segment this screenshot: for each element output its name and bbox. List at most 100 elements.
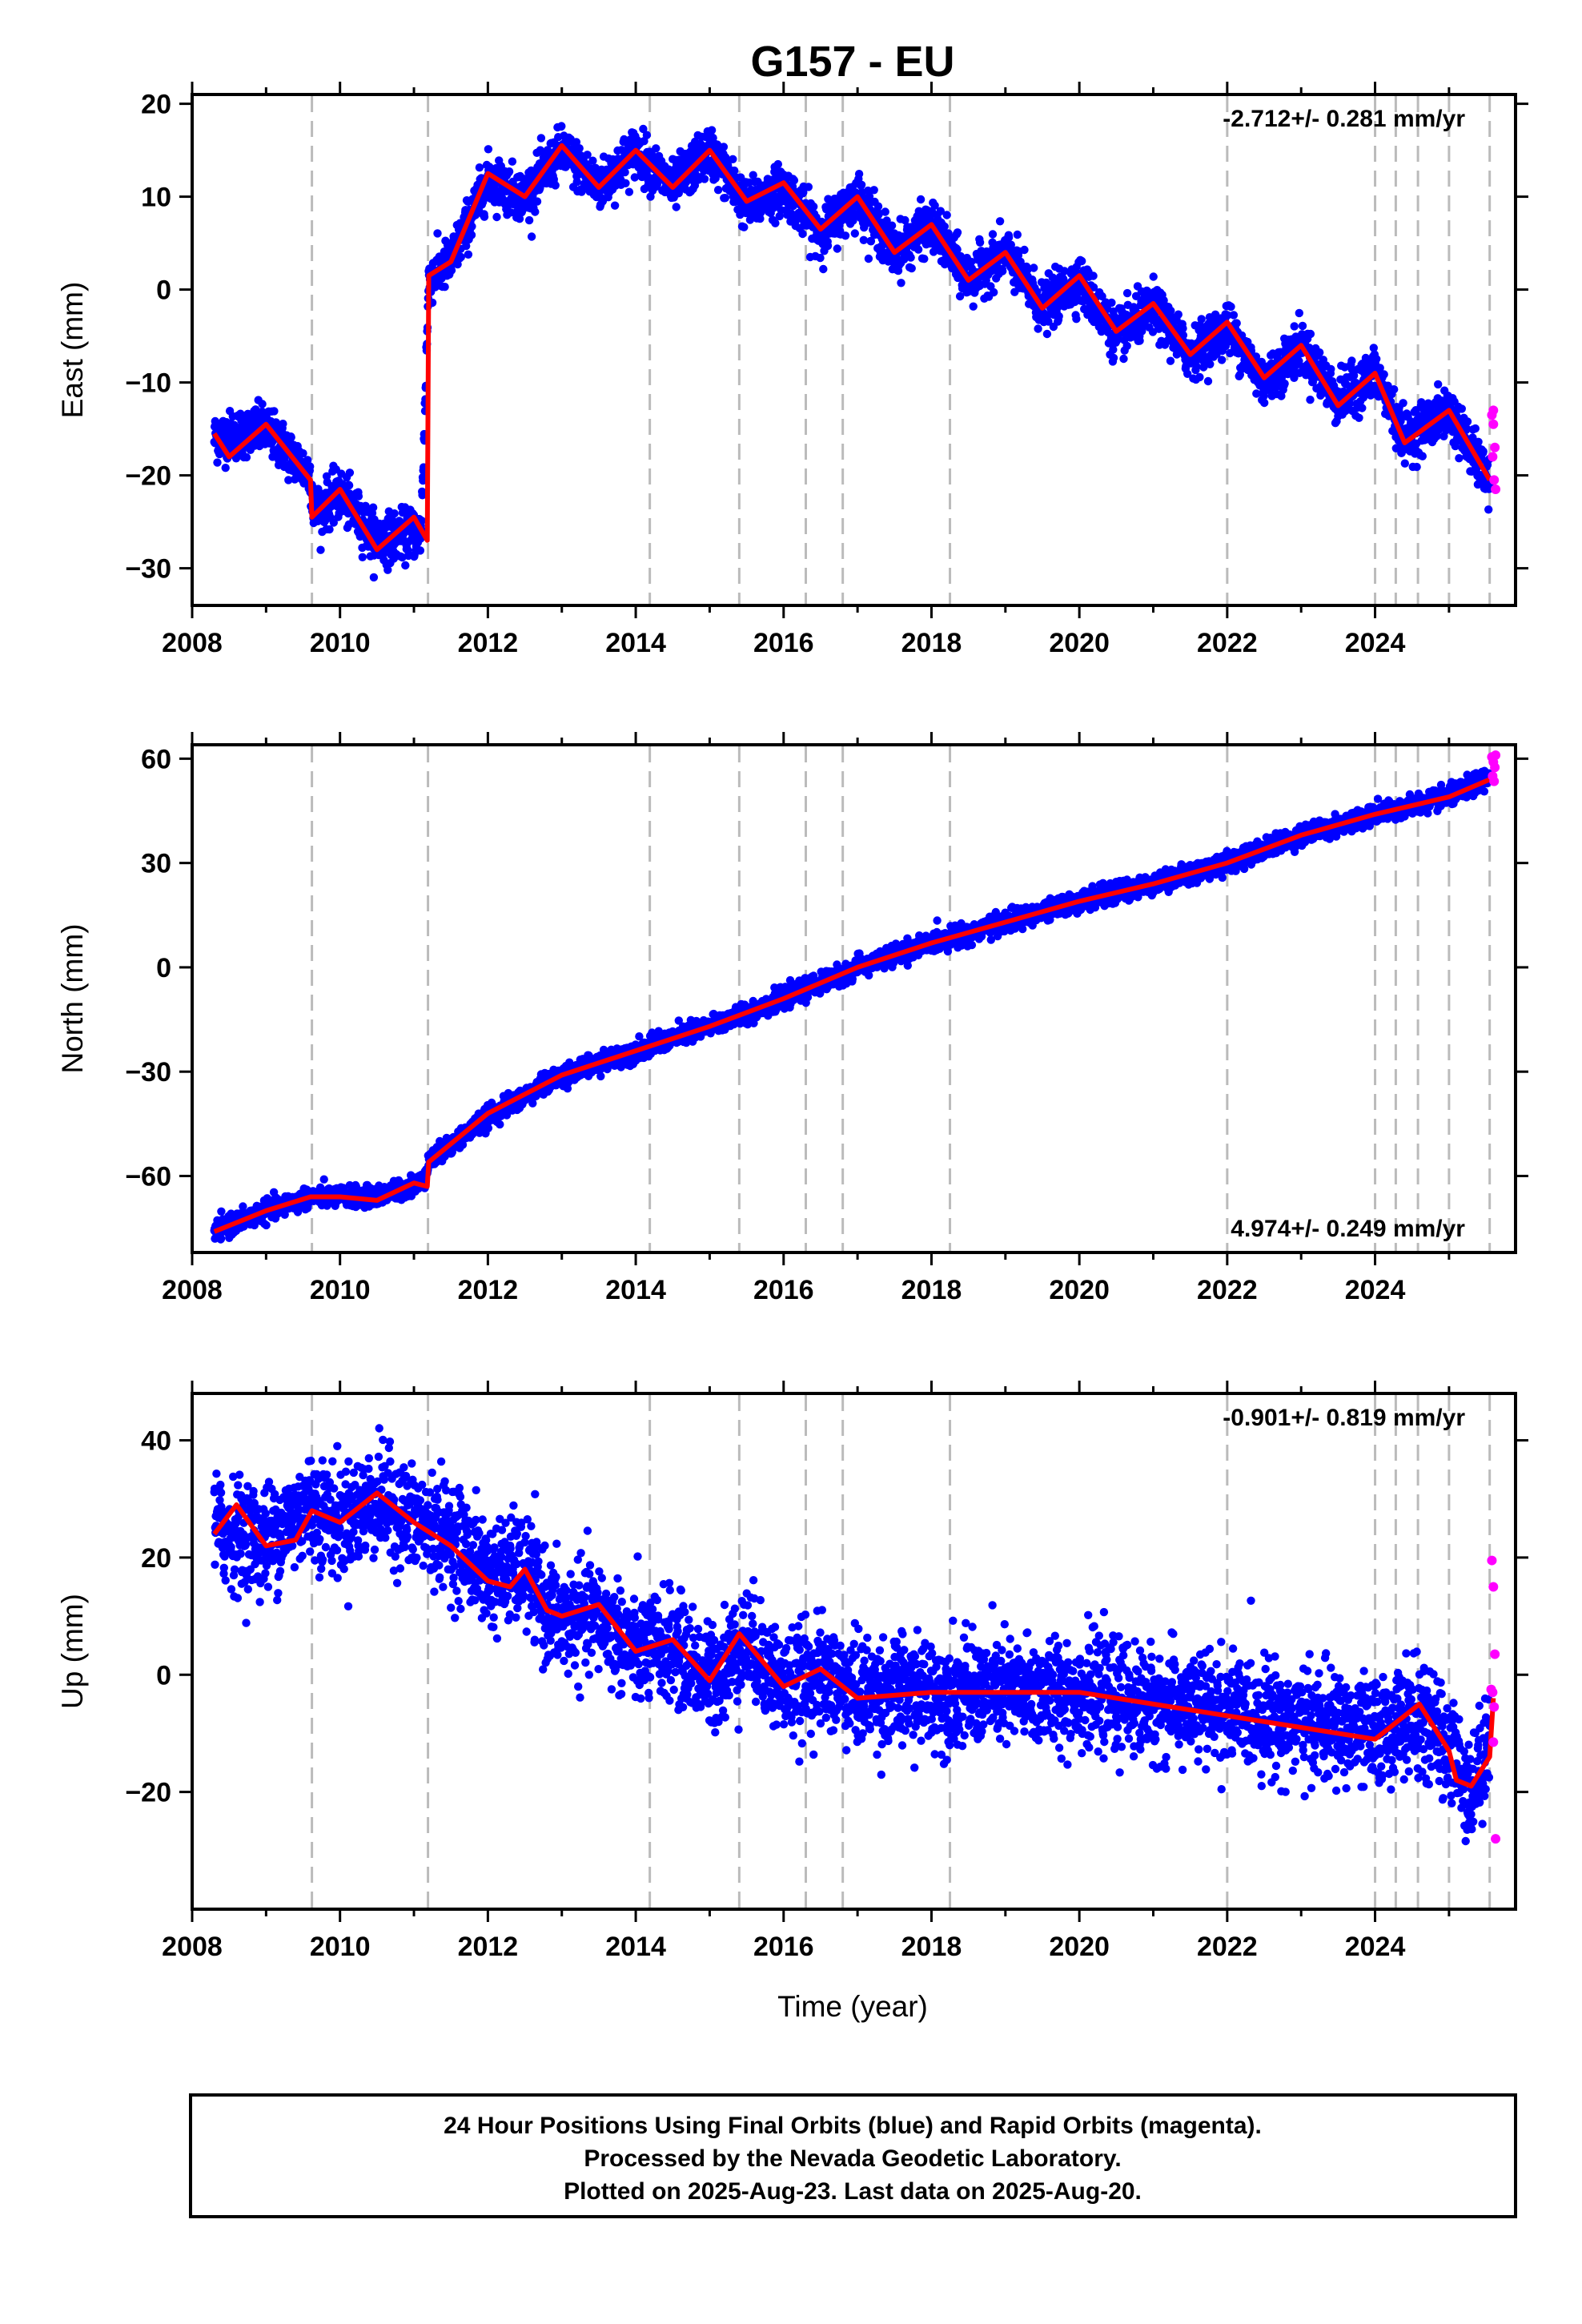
final-orbit-point [1054, 312, 1063, 321]
final-orbit-point [588, 156, 597, 165]
rapid-orbit-point [1488, 419, 1499, 429]
x-tick-label: 2022 [1197, 628, 1258, 658]
final-orbit-point [467, 231, 476, 239]
final-orbit-point [1013, 230, 1022, 239]
y-tick-label: −20 [125, 461, 171, 492]
final-orbit-point [700, 175, 709, 183]
final-orbit-point [969, 302, 978, 311]
final-orbit-point [1295, 308, 1304, 318]
final-orbit-point [358, 553, 367, 561]
final-orbit-point [916, 195, 926, 204]
final-orbit-point [1078, 256, 1086, 266]
final-orbit-point [1418, 452, 1427, 460]
final-orbit-point [531, 207, 540, 216]
final-orbit-point [721, 194, 729, 203]
final-orbit-point [575, 144, 584, 153]
final-orbit-point [1072, 315, 1081, 324]
final-orbit-point [857, 180, 866, 189]
final-orbit-point [707, 126, 717, 135]
final-orbit-point [621, 179, 630, 187]
final-orbit-point [433, 229, 442, 238]
final-orbit-point [920, 255, 929, 263]
final-orbit-point [816, 253, 825, 263]
final-orbit-point [1217, 356, 1227, 364]
final-orbit-point [1166, 356, 1175, 365]
final-orbit-point [279, 420, 287, 428]
final-orbit-point [251, 405, 260, 414]
y-tick-label: 0 [156, 275, 171, 306]
final-orbit-point [1089, 271, 1098, 280]
final-orbit-point [1229, 311, 1239, 320]
final-orbit-point [1399, 399, 1407, 408]
final-orbit-point [1135, 336, 1144, 345]
final-orbit-point [773, 159, 782, 169]
rapid-orbit-point [1491, 485, 1501, 494]
final-orbit-point [610, 201, 620, 210]
final-orbit-point [532, 197, 542, 206]
final-orbit-point [1298, 321, 1307, 331]
final-orbit-point [1355, 413, 1363, 422]
final-orbit-point [819, 264, 828, 274]
final-orbit-point [217, 1207, 226, 1216]
final-orbit-point [390, 509, 399, 518]
rapid-orbit-point [1490, 442, 1500, 452]
final-orbit-point [383, 565, 392, 574]
final-orbit-point [953, 228, 962, 237]
final-orbit-point [642, 131, 652, 139]
final-orbit-point [524, 215, 534, 225]
final-orbit-point [221, 464, 230, 472]
final-orbit-point [1457, 404, 1467, 413]
final-orbit-point [401, 561, 410, 570]
final-orbit-point [719, 143, 729, 151]
final-orbit-point [1379, 370, 1388, 379]
y-tick-label: 20 [141, 90, 171, 120]
final-orbit-point [345, 468, 355, 477]
final-orbit-point [841, 231, 850, 240]
final-orbit-point [551, 181, 560, 190]
y-tick-label: 10 [141, 183, 171, 213]
final-orbit-point [1306, 396, 1315, 404]
final-orbit-point [942, 211, 951, 219]
final-orbit-point [287, 432, 295, 442]
y-tick-label: −30 [125, 554, 171, 585]
final-orbit-point [1030, 263, 1038, 272]
final-orbit-point [907, 263, 916, 273]
final-orbit-point [329, 518, 338, 527]
final-orbit-point [492, 212, 501, 222]
final-orbit-point [456, 252, 465, 262]
final-orbit-point [1471, 424, 1480, 433]
x-tick-label: 2012 [458, 628, 519, 658]
final-orbit-point [344, 480, 354, 490]
final-orbit-point [652, 144, 661, 153]
final-orbit-point [306, 462, 315, 471]
final-orbit-point [809, 202, 818, 211]
final-orbit-point [798, 229, 807, 239]
final-orbit-point [1455, 454, 1464, 463]
final-orbit-point [881, 207, 889, 216]
final-orbit-point [1315, 348, 1324, 357]
final-orbit-point [1306, 329, 1315, 339]
final-orbit-point [284, 476, 293, 485]
rapid-orbit-point [1488, 452, 1498, 462]
final-orbit-point [995, 217, 1005, 226]
final-orbit-point [368, 503, 378, 512]
final-orbit-point [873, 202, 883, 211]
final-orbit-point [1232, 319, 1241, 328]
x-tick-label: 2020 [1049, 628, 1110, 658]
final-orbit-point [213, 458, 222, 467]
rapid-orbit-point [1488, 405, 1499, 416]
final-orbit-point [1400, 459, 1410, 468]
final-orbit-point [1122, 288, 1132, 298]
final-orbit-point [913, 245, 923, 254]
panel-north: 2008 2010 2012 2014 2016 2018 2020 2022 2024 −60… [56, 732, 1528, 1305]
final-orbit-point [1004, 233, 1014, 242]
x-tick-label: 2010 [310, 628, 371, 658]
final-orbit-point [620, 167, 629, 177]
final-orbit-point [299, 448, 307, 458]
final-orbit-point [789, 176, 799, 185]
final-orbit-point [319, 1175, 328, 1184]
final-orbit-point [572, 177, 581, 187]
final-orbit-point [216, 1234, 226, 1243]
final-orbit-point [1109, 353, 1118, 363]
